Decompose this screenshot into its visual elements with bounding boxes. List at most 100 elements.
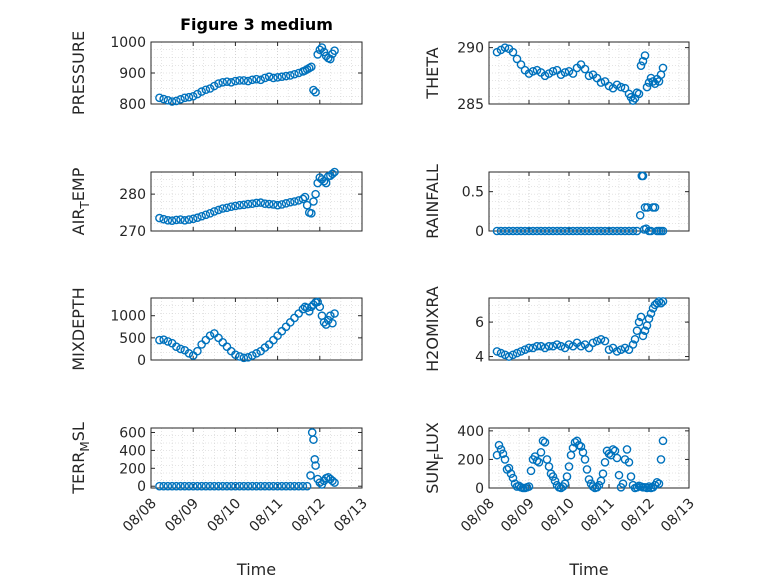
data-point [239,481,249,491]
data-point [620,226,630,236]
data-point [620,343,630,353]
data-point [180,216,190,225]
data-point [520,226,530,236]
data-point [214,205,223,215]
data-point [226,78,236,87]
data-point [184,481,194,491]
data-point [273,331,282,340]
data-point [201,335,211,345]
data-point [176,344,185,354]
data-point [243,353,253,362]
data-point [197,87,206,96]
data-point [167,216,177,225]
data-point [235,200,244,210]
data-point [612,347,622,356]
data-point [307,302,316,312]
data-point [640,51,650,60]
data-point [309,85,318,95]
data-point [532,226,542,236]
axes-box [150,427,363,489]
data-point [243,481,253,491]
data-point [197,211,206,221]
data-point [632,482,642,492]
data-point [252,198,261,208]
y-tick-label: 0 [137,479,146,495]
data-point [294,481,304,491]
series [155,43,339,106]
data-point [243,199,253,209]
data-point [604,226,614,236]
data-point [310,455,320,464]
data-point [528,67,538,76]
data-point [281,481,291,491]
data-point [247,481,257,491]
data-point [540,226,550,236]
data-point [512,226,522,236]
data-point [309,435,318,444]
y-tick-label: 280 [119,187,146,203]
data-point [277,326,287,336]
data-point [552,340,562,349]
data-point [163,216,173,225]
data-point [654,297,664,306]
data-point [504,352,514,361]
data-point [620,83,630,93]
data-point [634,89,644,99]
x-axis-label: Time [568,560,608,579]
data-point [184,215,194,224]
data-point [500,43,510,52]
data-point [218,481,228,491]
subplot-1: 800 900 1000 PRESSURE Figure 3 medium [69,15,363,115]
data-point [528,226,538,236]
data-point [564,340,574,349]
data-point [290,69,299,79]
data-point [532,456,542,466]
data-point [218,204,228,213]
y-tick-label: 0 [475,481,484,497]
data-point [269,335,278,345]
data-point [239,353,249,363]
data-point [328,318,337,328]
data-point [300,192,310,202]
data-point [231,481,240,491]
data-point [298,194,308,204]
data-point [277,72,287,82]
data-point [576,226,586,236]
data-point [548,341,558,351]
data-point [328,476,337,486]
data-point [658,436,668,446]
data-point [315,478,325,487]
data-point [536,341,546,351]
data-point [311,87,320,97]
data-point [176,95,185,104]
data-point [290,197,299,206]
data-point [534,457,544,467]
data-point [640,326,650,336]
subplot-2: 285 290 THETA [423,41,690,113]
data-point [328,169,337,179]
data-point [290,313,299,323]
data-point [592,482,602,492]
data-point [330,167,339,177]
data-point [285,197,295,207]
data-point [201,85,211,95]
data-point [193,481,202,491]
data-point [214,333,223,343]
y-tick-label: 200 [119,461,146,477]
subplot-3: 270 280 AIRTEMP [69,167,363,240]
data-point [218,78,228,87]
data-point [492,450,502,460]
data-point [205,481,215,491]
data-point [508,226,518,236]
data-point [163,337,173,346]
subplot-4: 0 0.5 RAINFALL [423,164,690,240]
data-point [608,226,618,236]
data-point [500,226,510,236]
data-point [304,306,314,316]
grid [488,172,690,231]
data-point [247,351,257,360]
data-point [520,345,530,354]
data-point [269,481,278,491]
data-point [638,331,648,341]
data-point [201,210,211,220]
